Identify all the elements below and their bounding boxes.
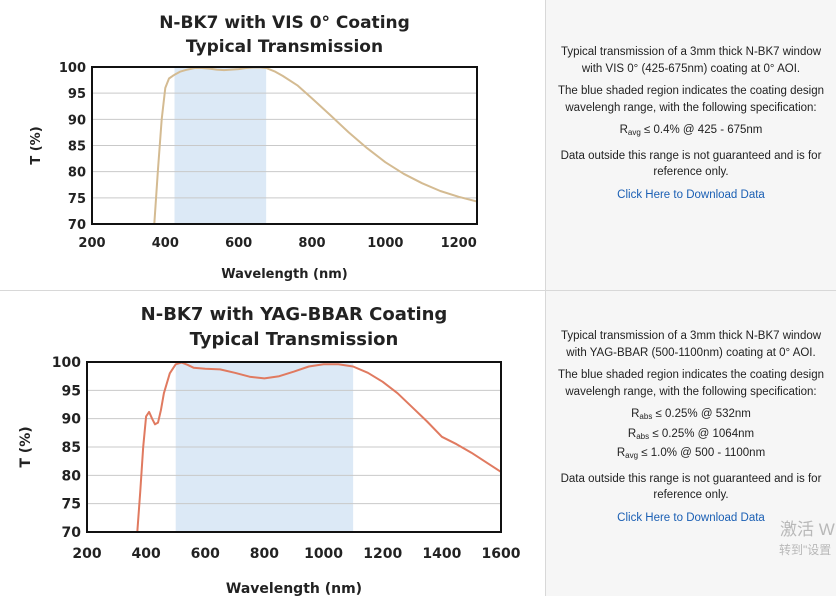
spec-value: ≤ 0.4% @ 425 - 675nm	[640, 124, 763, 136]
x-axis-label: Wavelength (nm)	[226, 581, 362, 596]
x-tick-label: 400	[152, 236, 179, 251]
coating-specs: Rabs ≤ 0.25% @ 532nm Rabs ≤ 0.25% @ 1064n…	[558, 406, 824, 465]
spec-value: ≤ 0.25% @ 1064nm	[649, 427, 755, 440]
x-tick-label: 400	[132, 546, 161, 562]
y-tick-label: 80	[62, 468, 82, 484]
y-tick-label: 100	[52, 355, 81, 371]
spec-symbol: R	[631, 408, 640, 420]
shaded-region-note: The blue shaded region indicates the coa…	[558, 85, 824, 114]
description-cell: Typical transmission of a 3mm thick N-BK…	[546, 291, 836, 596]
spec-symbol: R	[627, 427, 637, 440]
y-tick-label: 100	[59, 61, 86, 76]
disclaimer-text: Data outside this range is not guarantee…	[560, 149, 822, 179]
description-intro: Typical transmission of a 3mm thick N-BK…	[560, 46, 822, 75]
spec-subscript: abs	[639, 412, 653, 421]
activation-watermark-line2: 转到"设置	[779, 543, 832, 557]
chart-cell: N-BK7 with YAG-BBAR Coating Typical Trans…	[0, 291, 546, 597]
x-tick-label: 1400	[422, 546, 461, 562]
y-tick-label: 75	[68, 192, 86, 207]
x-tick-label: 1000	[304, 546, 343, 562]
y-tick-label: 85	[62, 440, 81, 456]
chart-cell: N-BK7 with VIS 0° Coating Typical Transmi…	[0, 0, 546, 290]
x-tick-label: 200	[78, 236, 105, 251]
y-tick-label: 80	[68, 166, 86, 181]
x-axis-label: Wavelength (nm)	[221, 267, 347, 282]
description-cell: Typical transmission of a 3mm thick N-BK…	[546, 0, 836, 290]
description-intro: Typical transmission of a 3mm thick N-BK…	[560, 330, 822, 359]
y-tick-label: 70	[68, 218, 86, 233]
plot-frame	[86, 361, 502, 533]
x-tick-label: 200	[72, 546, 101, 562]
x-tick-label: 1200	[441, 236, 477, 251]
activation-watermark-line1: 激活 W	[780, 520, 835, 539]
product-row-vis0: N-BK7 with VIS 0° Coating Typical Transmi…	[0, 0, 836, 291]
x-tick-label: 1600	[482, 546, 521, 562]
download-data-link[interactable]: Click Here to Download Data	[617, 511, 765, 524]
disclaimer-text: Data outside this range is not guarantee…	[560, 472, 822, 502]
product-row-yag-bbar: N-BK7 with YAG-BBAR Coating Typical Trans…	[0, 291, 836, 597]
plot-frame	[91, 66, 478, 225]
transmission-chart-yag-bbar: N-BK7 with YAG-BBAR Coating Typical Trans…	[18, 304, 521, 597]
spec-line: Rabs ≤ 0.25% @ 532nm	[558, 406, 824, 426]
x-tick-label: 1200	[363, 546, 402, 562]
spec-symbol: R	[619, 124, 628, 136]
spec-subscript: avg	[625, 451, 639, 460]
transmission-chart-vis0: N-BK7 with VIS 0° Coating Typical Transmi…	[29, 13, 478, 282]
y-tick-label: 90	[62, 412, 82, 428]
spec-line: Rabs ≤ 0.25% @ 1064nm	[558, 426, 824, 446]
x-tick-label: 1000	[367, 236, 403, 251]
chart-description: Typical transmission of a 3mm thick N-BK…	[558, 328, 824, 532]
y-axis-label: T (%)	[18, 426, 34, 467]
y-tick-label: 85	[68, 140, 86, 155]
y-tick-label: 70	[62, 525, 82, 541]
coating-specs: Ravg ≤ 0.4% @ 425 - 675nm	[558, 122, 824, 142]
download-data-link[interactable]: Click Here to Download Data	[617, 188, 765, 201]
chart-title-line: N-BK7 with VIS 0° Coating	[159, 13, 410, 33]
transmission-series-line	[136, 361, 501, 532]
spec-symbol: R	[616, 447, 626, 459]
chart-title-line: Typical Transmission	[190, 329, 399, 350]
spec-line: Ravg ≤ 1.0% @ 500 - 1100nm	[558, 445, 824, 465]
x-tick-label: 800	[298, 236, 325, 251]
y-tick-label: 95	[62, 383, 81, 399]
x-tick-label: 600	[191, 546, 220, 562]
chart-title-line: Typical Transmission	[186, 37, 383, 57]
spec-line: Ravg ≤ 0.4% @ 425 - 675nm	[558, 122, 824, 142]
x-tick-label: 800	[250, 546, 279, 562]
shaded-region-note: The blue shaded region indicates the coa…	[558, 369, 824, 398]
chart-title-line: N-BK7 with YAG-BBAR Coating	[141, 304, 448, 325]
y-tick-label: 75	[62, 497, 81, 513]
chart-description: Typical transmission of a 3mm thick N-BK…	[558, 44, 824, 209]
spec-subscript: abs	[636, 431, 650, 441]
spec-value: ≤ 1.0% @ 500 - 1100nm	[638, 447, 766, 459]
spec-value: ≤ 0.25% @ 532nm	[652, 408, 751, 420]
spec-subscript: avg	[627, 128, 641, 137]
y-tick-label: 90	[68, 113, 86, 128]
x-tick-label: 600	[225, 236, 252, 251]
y-axis-label: T (%)	[29, 126, 44, 164]
y-tick-label: 95	[68, 87, 86, 102]
